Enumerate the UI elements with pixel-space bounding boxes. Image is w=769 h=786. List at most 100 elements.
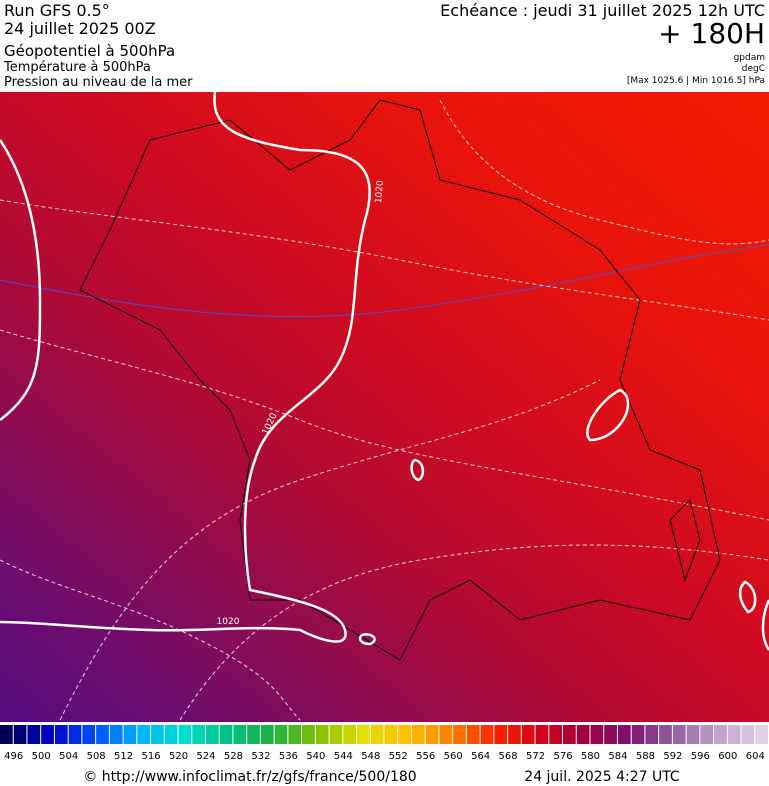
- legend-swatch: [123, 725, 137, 744]
- legend-label: 580: [581, 751, 600, 762]
- legend-swatch: [439, 725, 453, 744]
- isobar-label: 1020: [217, 617, 240, 627]
- legend-swatch: [0, 725, 13, 744]
- timestamp: 24 juil. 2025 4:27 UTC: [524, 769, 680, 785]
- legend-swatch: [233, 725, 247, 744]
- legend-swatch: [247, 725, 260, 744]
- legend-label: 564: [471, 751, 490, 762]
- legend-swatch: [686, 725, 700, 744]
- legend-swatch: [604, 725, 617, 744]
- pressure-range: [Max 1025.6 | Min 1016.5] hPa: [627, 76, 765, 86]
- legend-swatch: [659, 725, 672, 744]
- legend-label: 596: [691, 751, 710, 762]
- corsica: [669, 499, 701, 582]
- isobar-label: 1020: [374, 180, 386, 204]
- run-date: 24 juillet 2025 00Z: [4, 19, 156, 38]
- legend-label: 512: [114, 751, 133, 762]
- legend-label: 544: [334, 751, 353, 762]
- legend-swatch: [727, 725, 741, 744]
- unit: gpdam: [734, 53, 765, 63]
- legend-label: 524: [196, 751, 215, 762]
- geopotential-contours: [0, 99, 769, 721]
- legend-swatch: [274, 725, 288, 744]
- legend-swatch: [27, 725, 41, 744]
- legend-swatch: [411, 725, 425, 744]
- legend-swatch: [205, 725, 219, 744]
- subtitle: Pression au niveau de la mer: [4, 75, 193, 90]
- legend-label: 540: [306, 751, 325, 762]
- legend-label: 592: [663, 751, 682, 762]
- legend-swatch: [494, 725, 508, 744]
- legend-label: 548: [361, 751, 380, 762]
- legend-swatch: [370, 725, 384, 744]
- legend-swatch: [741, 725, 755, 744]
- legend-swatch: [453, 725, 466, 744]
- legend-swatch: [755, 725, 768, 744]
- legend-swatch: [343, 725, 357, 744]
- coastline: [79, 99, 721, 661]
- legend-swatch: [425, 725, 439, 744]
- legend-swatch: [398, 725, 411, 744]
- legend-swatch: [508, 725, 521, 744]
- legend-swatch: [96, 725, 109, 744]
- legend-swatch: [480, 725, 494, 744]
- legend-swatch: [590, 725, 604, 744]
- legend-swatch: [13, 725, 27, 744]
- legend-swatch: [137, 725, 151, 744]
- legend-label: 552: [389, 751, 408, 762]
- legend-swatch: [192, 725, 205, 744]
- legend-swatch: [466, 725, 480, 744]
- legend-label: 588: [636, 751, 655, 762]
- legend-swatch: [288, 725, 302, 744]
- legend-swatch: [576, 725, 590, 744]
- legend-swatch: [631, 725, 645, 744]
- lead-time: + 180H: [658, 17, 765, 50]
- legend-swatch: [54, 725, 68, 744]
- legend-swatch: [329, 725, 343, 744]
- legend-swatch: [164, 725, 178, 744]
- legend-label: 528: [224, 751, 243, 762]
- legend-swatch: [109, 725, 123, 744]
- legend-label: 604: [746, 751, 765, 762]
- subtitle: Température à 500hPa: [3, 60, 151, 75]
- legend-swatch: [315, 725, 329, 744]
- legend-swatch: [302, 725, 315, 744]
- legend-swatch: [82, 725, 96, 744]
- legend-label: 504: [59, 751, 78, 762]
- legend-swatch: [384, 725, 398, 744]
- isobars: [0, 91, 769, 651]
- legend-label: 572: [526, 751, 545, 762]
- legend-label: 560: [444, 751, 463, 762]
- run-label: Run GFS 0.5°: [4, 1, 110, 20]
- unit: degC: [742, 64, 765, 74]
- legend-label: 496: [4, 751, 23, 762]
- legend-label: 500: [32, 751, 51, 762]
- legend-swatch: [700, 725, 714, 744]
- legend-swatch: [535, 725, 549, 744]
- freezing-line: [0, 244, 769, 318]
- legend-swatch: [178, 725, 192, 744]
- temperature-field: [0, 92, 769, 722]
- legend-swatch: [521, 725, 535, 744]
- legend-swatch: [563, 725, 576, 744]
- legend-swatch: [260, 725, 274, 744]
- color-legend: 496 500 504 508 512 516 520 524 528 532 536 540 544 5…: [0, 725, 768, 762]
- legend-label: 516: [142, 751, 161, 762]
- title: Géopotentiel à 500hPa: [4, 42, 175, 60]
- legend-label: 600: [718, 751, 737, 762]
- legend-swatch: [357, 725, 370, 744]
- legend-label: 536: [279, 751, 298, 762]
- legend-swatch: [219, 725, 233, 744]
- legend-label: 576: [553, 751, 572, 762]
- legend-swatch: [151, 725, 164, 744]
- source-url: © http://www.infoclimat.fr/z/gfs/france/…: [83, 769, 416, 785]
- legend-label: 584: [608, 751, 627, 762]
- legend-swatch: [617, 725, 631, 744]
- legend-label: 556: [416, 751, 435, 762]
- legend-label: 568: [499, 751, 518, 762]
- legend-label: 532: [251, 751, 270, 762]
- legend-swatch: [645, 725, 659, 744]
- legend-swatch: [68, 725, 82, 744]
